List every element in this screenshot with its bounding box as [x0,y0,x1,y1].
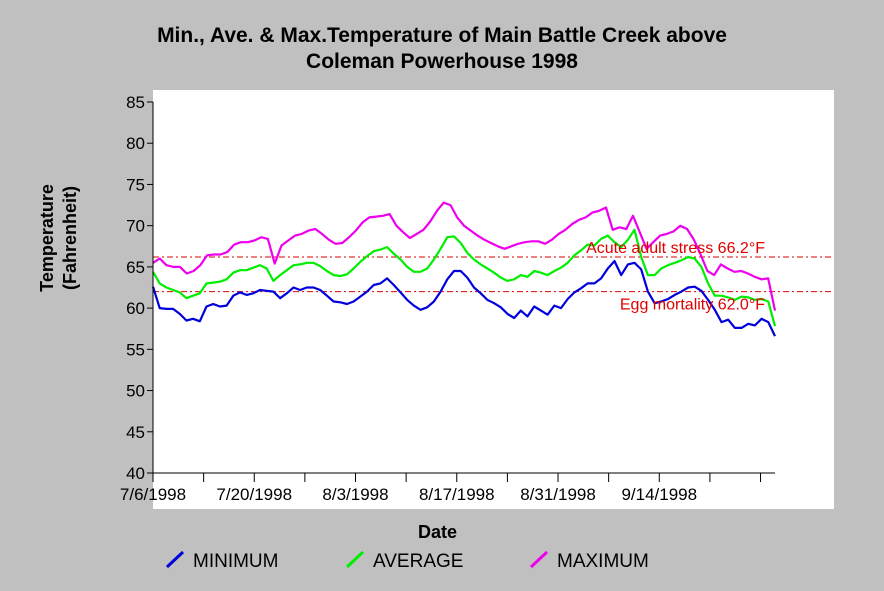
legend-swatch-minimum [165,550,185,569]
chart-title-line2: Coleman Powerhouse 1998 [306,50,578,73]
plot-background [153,90,834,509]
y-tick-label: 85 [126,93,145,112]
y-tick-label: 55 [126,340,145,359]
x-tick-label: 7/20/1998 [216,485,292,504]
y-tick-label: 65 [126,258,145,277]
legend-label-maximum: MAXIMUM [557,551,649,572]
y-tick-label: 80 [126,134,145,153]
series-line-minimum [151,260,776,337]
legend-label-average: AVERAGE [373,551,463,572]
y-tick-label: 50 [126,382,145,401]
x-tick-label: 8/17/1998 [419,485,495,504]
y-axis-label-line1: Temperature [37,184,57,292]
threshold-label-0: Acute adult stress 66.2°F [586,240,765,257]
y-tick-label: 45 [126,423,145,442]
legend-label-minimum: MINIMUM [193,551,278,572]
series-line-maximum [152,201,777,311]
x-tick-label: 9/14/1998 [621,485,697,504]
y-tick-label: 70 [126,217,145,236]
series-line-average [152,228,777,327]
x-tick-label: 8/31/1998 [520,485,596,504]
y-axis-label-line2: (Fahrenheit) [60,186,80,290]
x-tick-label: 7/6/1998 [120,485,186,504]
threshold-label-1: Egg mortality 62.0°F [620,297,765,314]
x-axis-label: Date [418,522,457,542]
x-tick-label: 8/3/1998 [322,485,388,504]
legend-swatch-maximum [529,550,549,569]
y-tick-label: 60 [126,299,145,318]
legend-swatch-average [345,550,365,569]
y-tick-label: 75 [126,175,145,194]
chart-title-line1: Min., Ave. & Max.Temperature of Main Bat… [157,24,727,47]
y-tick-label: 40 [126,464,145,483]
